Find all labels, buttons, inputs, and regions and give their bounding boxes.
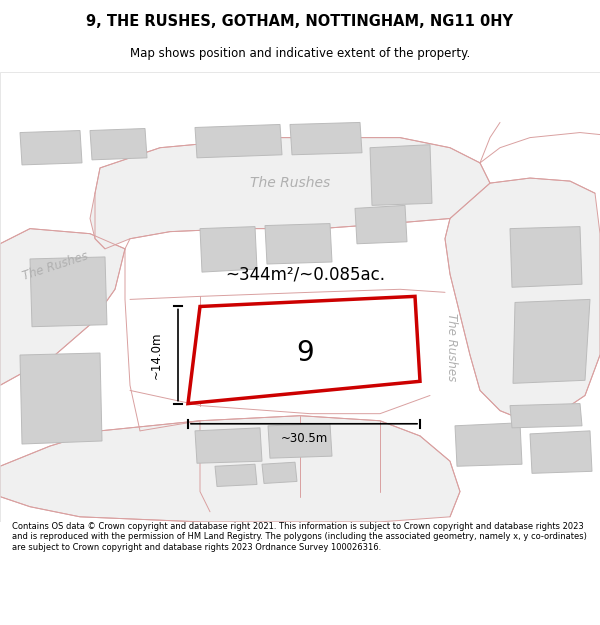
Polygon shape	[228, 327, 332, 373]
Text: 9: 9	[296, 339, 314, 367]
Polygon shape	[530, 431, 592, 473]
Polygon shape	[455, 422, 522, 466]
Polygon shape	[195, 124, 282, 158]
Text: Map shows position and indicative extent of the property.: Map shows position and indicative extent…	[130, 48, 470, 61]
Text: ~14.0m: ~14.0m	[149, 331, 163, 379]
Polygon shape	[20, 131, 82, 165]
Text: ~344m²/~0.085ac.: ~344m²/~0.085ac.	[225, 265, 385, 283]
Polygon shape	[90, 129, 147, 160]
Polygon shape	[513, 299, 590, 383]
Polygon shape	[0, 229, 125, 386]
Polygon shape	[0, 416, 460, 522]
Polygon shape	[510, 404, 582, 428]
Polygon shape	[355, 206, 407, 244]
Polygon shape	[20, 353, 102, 444]
Text: The Rushes: The Rushes	[20, 249, 89, 282]
Polygon shape	[510, 227, 582, 288]
Polygon shape	[90, 138, 490, 249]
Text: Contains OS data © Crown copyright and database right 2021. This information is : Contains OS data © Crown copyright and d…	[12, 522, 587, 552]
Text: ~30.5m: ~30.5m	[280, 432, 328, 446]
Polygon shape	[262, 462, 297, 484]
Polygon shape	[30, 257, 107, 327]
Polygon shape	[445, 178, 600, 421]
Polygon shape	[290, 122, 362, 155]
Polygon shape	[200, 227, 257, 272]
Polygon shape	[268, 424, 332, 458]
Text: 9, THE RUSHES, GOTHAM, NOTTINGHAM, NG11 0HY: 9, THE RUSHES, GOTHAM, NOTTINGHAM, NG11 …	[86, 14, 514, 29]
Polygon shape	[215, 464, 257, 486]
Text: The Rushes: The Rushes	[445, 312, 458, 381]
Text: The Rushes: The Rushes	[250, 176, 330, 190]
Polygon shape	[370, 144, 432, 206]
Polygon shape	[195, 428, 262, 463]
Polygon shape	[188, 296, 420, 404]
Polygon shape	[265, 224, 332, 264]
